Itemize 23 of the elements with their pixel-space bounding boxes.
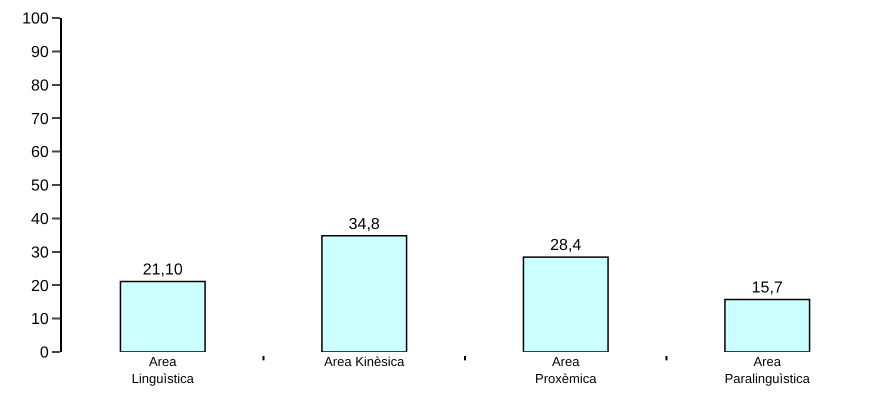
bar [522,256,609,352]
data-label: 15,7 [752,280,783,297]
y-tick-label: 70 [31,110,49,128]
x-tick-label: Area Paralinguìstica [724,354,811,386]
y-tick-label: 20 [31,278,49,295]
y-tick-label: 80 [31,77,49,94]
y-tick-label: 10 [31,311,49,328]
bar [321,235,408,352]
y-tick-label: 0 [40,344,49,362]
y-tick-label: 50 [31,178,49,195]
data-label: 28,4 [550,237,582,254]
y-tick-label: 30 [31,244,49,262]
data-label: 34,8 [348,216,380,233]
y-tick-label: 90 [31,44,49,61]
bar [724,298,810,352]
bar [120,280,206,352]
data-label: 21,10 [142,262,183,279]
x-tick-label: Area Linguìstica [132,354,195,386]
y-tick-label: 60 [31,144,49,162]
y-tick-label: 40 [31,211,49,228]
x-tick-label: Area Kinèsica [324,354,406,369]
y-tick-label: 100 [22,10,49,28]
x-tick-label: Area Proxèmica [535,354,598,386]
